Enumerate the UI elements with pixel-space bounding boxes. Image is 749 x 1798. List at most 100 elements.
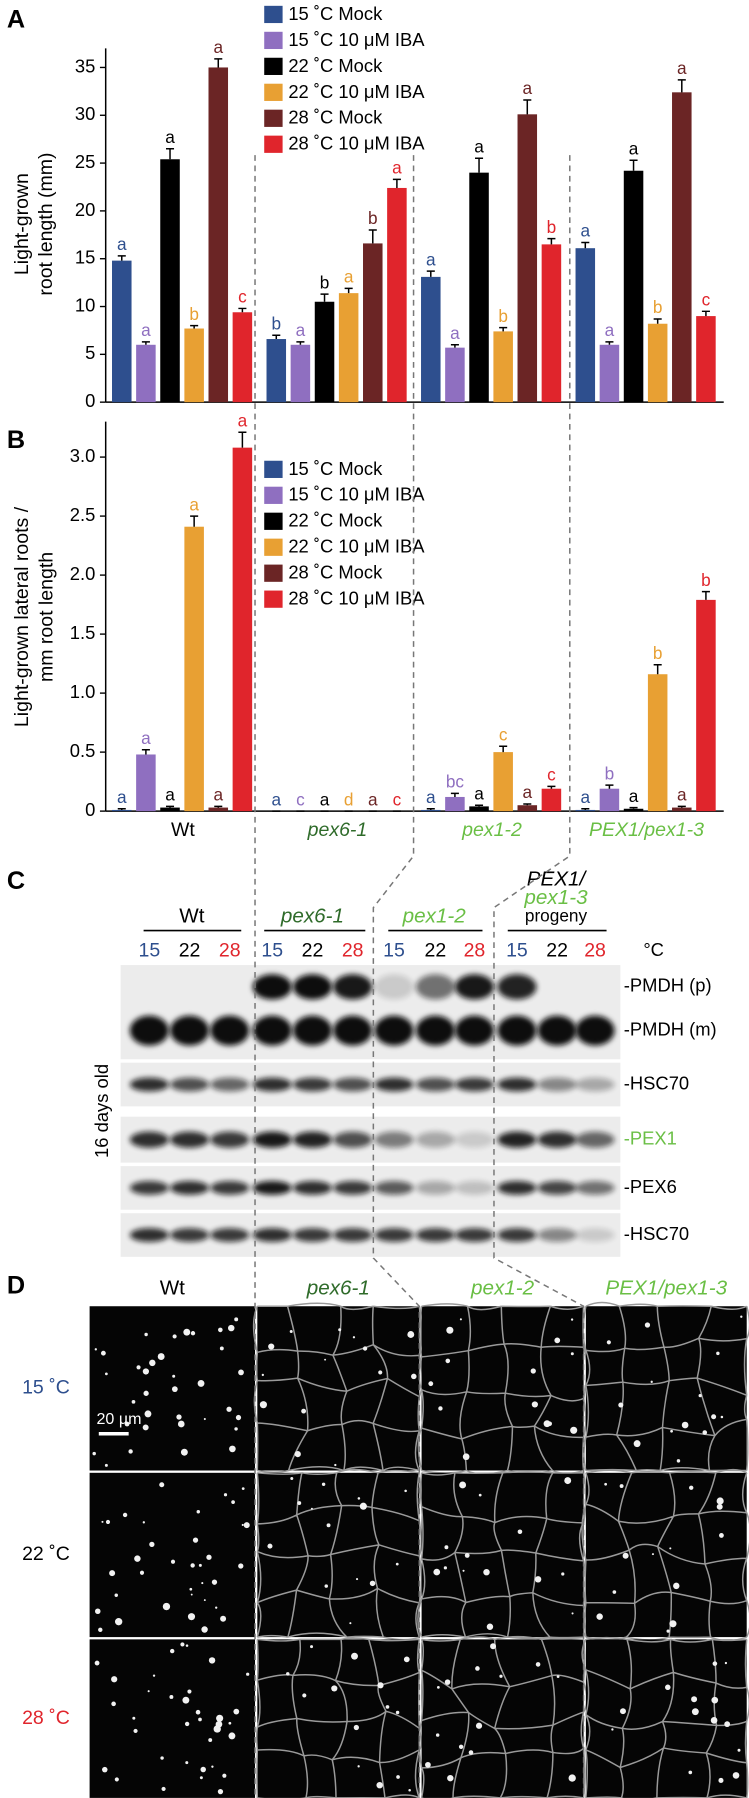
- bar: [672, 92, 692, 402]
- significance-letter: b: [189, 304, 199, 324]
- y-tick-label: 1.0: [70, 681, 96, 702]
- band-label: -PEX6: [624, 1176, 677, 1197]
- significance-letter: c: [296, 789, 305, 809]
- bar: [518, 114, 538, 402]
- peroxisome: [295, 1451, 301, 1457]
- peroxisome: [547, 1421, 552, 1426]
- peroxisome: [159, 1482, 164, 1487]
- peroxisome: [557, 1675, 560, 1678]
- blot-band: [576, 1181, 615, 1195]
- blot-band: [497, 974, 536, 999]
- blot-band: [455, 1016, 494, 1046]
- significance-letter: a: [392, 158, 402, 178]
- blot-band: [416, 1078, 455, 1092]
- peroxisome: [459, 1745, 463, 1749]
- peroxisome: [740, 1316, 742, 1318]
- peroxisome: [325, 1584, 328, 1587]
- peroxisome: [260, 1401, 267, 1408]
- blot-band: [333, 1132, 372, 1148]
- peroxisome: [652, 1553, 654, 1555]
- bar: [600, 789, 620, 811]
- blot-band: [170, 1181, 209, 1195]
- peroxisome: [234, 1427, 237, 1430]
- y-tick-label: 25: [75, 151, 95, 172]
- peroxisome: [206, 1555, 211, 1560]
- error-bar: [678, 806, 686, 807]
- significance-letter: a: [165, 127, 175, 147]
- peroxisome: [228, 1325, 234, 1331]
- peroxisome: [378, 1370, 382, 1374]
- blot-band: [210, 1228, 249, 1242]
- y-tick-label: 35: [75, 55, 95, 76]
- bar: [339, 293, 359, 402]
- temperature-label: 28: [464, 939, 486, 961]
- peroxisome: [725, 1662, 727, 1664]
- peroxisome: [216, 1715, 223, 1722]
- peroxisome: [197, 1510, 200, 1513]
- bar: [624, 809, 644, 811]
- peroxisome: [396, 1775, 400, 1779]
- error-bar: [166, 806, 174, 807]
- peroxisome: [143, 1368, 149, 1374]
- peroxisome: [571, 1352, 574, 1355]
- blot-band: [538, 1078, 577, 1092]
- panel-letter: D: [7, 1271, 25, 1299]
- legend-swatch: [264, 565, 282, 582]
- blot-band: [170, 1078, 209, 1092]
- bar: [469, 173, 489, 403]
- peroxisome: [218, 1328, 223, 1333]
- peroxisome: [396, 1563, 399, 1566]
- peroxisome: [691, 1696, 697, 1702]
- peroxisome: [376, 1782, 382, 1788]
- significance-letter: a: [213, 785, 223, 805]
- significance-letter: a: [320, 789, 330, 809]
- significance-letter: a: [629, 786, 639, 806]
- error-bar: [547, 786, 555, 788]
- bar: [542, 789, 562, 811]
- temperature-label: 28: [342, 939, 364, 961]
- peroxisome: [411, 1374, 417, 1380]
- peroxisome: [204, 1599, 206, 1601]
- peroxisome: [571, 1318, 573, 1320]
- significance-letter: b: [498, 306, 508, 326]
- error-bar: [427, 809, 435, 810]
- peroxisome: [572, 1612, 574, 1614]
- bar: [518, 805, 538, 811]
- peroxisome: [132, 1717, 135, 1720]
- legend-label: 28 ˚C 10 μM IBA: [288, 588, 425, 609]
- legend-swatch: [264, 58, 282, 75]
- peroxisome: [724, 1721, 730, 1727]
- y-tick-label: 2.0: [70, 563, 96, 584]
- blot-band: [576, 1228, 615, 1242]
- peroxisome: [188, 1613, 195, 1620]
- genotype-label: Wt: [179, 904, 204, 927]
- error-bar: [523, 804, 531, 805]
- error-bar: [547, 239, 555, 245]
- bar: [445, 797, 465, 811]
- bar: [576, 810, 596, 811]
- peroxisome: [95, 1661, 100, 1666]
- peroxisome: [198, 1718, 202, 1722]
- micrograph-background: [90, 1639, 255, 1798]
- micrograph-background: [90, 1473, 255, 1637]
- legend-swatch: [264, 84, 282, 101]
- peroxisome: [181, 1449, 188, 1456]
- legend-swatch: [264, 136, 282, 153]
- row-label: 15 ˚C: [22, 1377, 70, 1399]
- peroxisome: [234, 1317, 238, 1321]
- peroxisome: [102, 1767, 108, 1773]
- significance-letter: a: [522, 78, 532, 98]
- blot-band: [293, 1132, 332, 1148]
- significance-letter: a: [677, 58, 687, 78]
- peroxisome: [267, 1544, 272, 1549]
- peroxisome: [363, 1346, 367, 1350]
- peroxisome: [358, 1497, 361, 1500]
- peroxisome: [322, 1483, 325, 1486]
- peroxisome: [134, 1555, 140, 1561]
- peroxisome: [607, 1340, 611, 1344]
- peroxisome: [460, 1318, 462, 1320]
- blot-band: [333, 1181, 372, 1195]
- column-label: Wt: [160, 1276, 185, 1299]
- error-bar: [451, 345, 459, 348]
- micrograph: [419, 1637, 587, 1798]
